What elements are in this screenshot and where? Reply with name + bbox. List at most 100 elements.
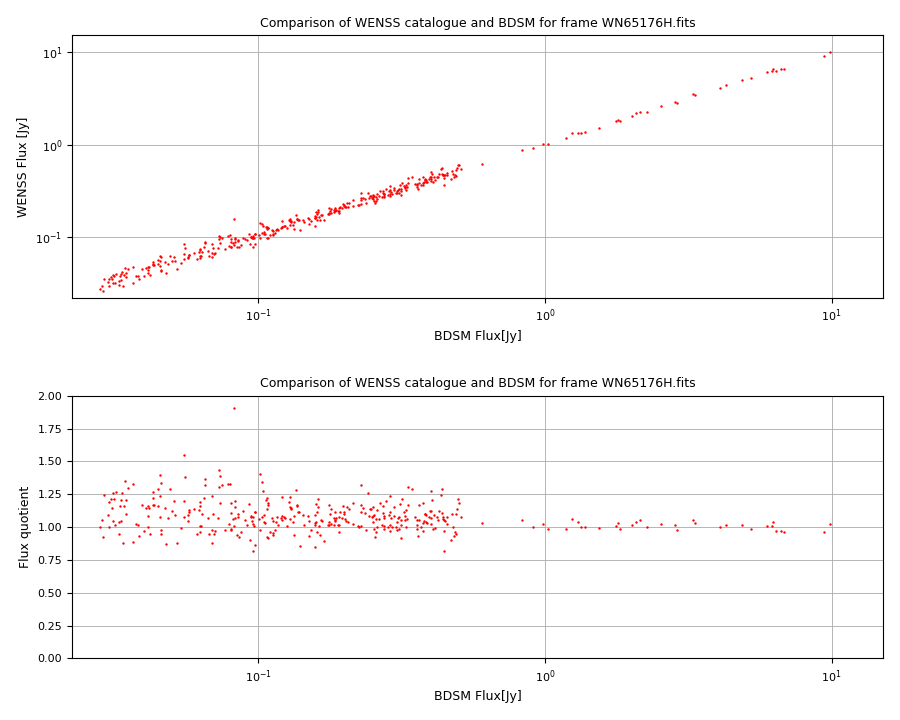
Point (146, 492, 160, 504)
Point (454, 511, 468, 523)
Point (226, 238, 240, 249)
Point (292, 225, 307, 236)
Point (714, 521, 728, 533)
Point (633, 514, 647, 526)
Point (121, 264, 135, 275)
Point (151, 254, 166, 266)
Point (131, 273, 146, 284)
Point (244, 510, 258, 522)
Point (422, 511, 436, 523)
Point (424, 505, 438, 516)
Point (414, 521, 428, 533)
Point (395, 177, 410, 189)
Point (431, 168, 446, 180)
Point (526, 143, 540, 154)
Point (435, 163, 449, 175)
Point (130, 270, 145, 282)
Point (311, 494, 326, 505)
Point (102, 273, 116, 284)
Point (446, 521, 460, 532)
Point (515, 144, 529, 156)
Point (212, 231, 227, 243)
Point (257, 510, 272, 521)
Point (411, 174, 426, 185)
Point (151, 258, 166, 269)
Point (101, 509, 115, 521)
Point (410, 181, 425, 192)
Point (399, 179, 413, 190)
Point (366, 509, 381, 521)
Point (342, 197, 356, 209)
Point (336, 500, 350, 511)
Point (163, 250, 177, 261)
Point (113, 515, 128, 526)
Point (161, 512, 176, 523)
Point (208, 526, 222, 537)
Point (436, 169, 450, 181)
Point (382, 186, 397, 197)
Point (181, 509, 195, 521)
Point (536, 138, 550, 150)
Point (328, 514, 342, 526)
Point (312, 212, 327, 223)
Point (146, 258, 160, 269)
Point (357, 508, 372, 519)
Point (573, 127, 588, 138)
Point (321, 202, 336, 214)
Point (341, 201, 356, 212)
Point (208, 247, 222, 258)
Point (331, 519, 346, 531)
Point (141, 261, 156, 273)
Point (425, 168, 439, 179)
Point (213, 497, 228, 508)
Point (308, 541, 322, 552)
Point (158, 502, 173, 513)
Point (401, 177, 416, 189)
Point (374, 191, 389, 202)
Point (410, 514, 424, 526)
Point (154, 524, 168, 536)
Point (423, 174, 437, 185)
Point (266, 529, 281, 541)
Point (435, 162, 449, 174)
Point (370, 504, 384, 516)
Point (416, 177, 430, 189)
Point (224, 508, 238, 519)
Point (383, 526, 398, 537)
Point (227, 214, 241, 225)
Point (247, 518, 261, 529)
Point (321, 208, 336, 220)
Point (331, 205, 346, 217)
Point (364, 511, 379, 523)
Point (224, 498, 238, 509)
Point (352, 521, 366, 532)
Point (640, 106, 654, 117)
Point (113, 274, 128, 286)
Point (425, 495, 439, 506)
Point (445, 508, 459, 520)
Point (382, 189, 397, 200)
Point (290, 500, 304, 511)
Point (222, 230, 237, 241)
Point (105, 269, 120, 281)
Point (301, 212, 315, 224)
Point (154, 528, 168, 539)
Point (95, 515, 110, 526)
Point (327, 520, 341, 531)
Point (119, 271, 133, 282)
Point (177, 238, 192, 249)
Point (385, 521, 400, 533)
Point (382, 185, 397, 197)
Point (275, 215, 290, 227)
Point (141, 503, 156, 514)
Point (626, 519, 640, 531)
Point (613, 523, 627, 535)
Point (227, 521, 241, 532)
Point (259, 222, 274, 233)
Point (167, 255, 182, 266)
Point (338, 507, 352, 518)
Point (688, 518, 703, 529)
Point (411, 183, 426, 194)
Point (416, 517, 430, 528)
Point (328, 506, 342, 518)
